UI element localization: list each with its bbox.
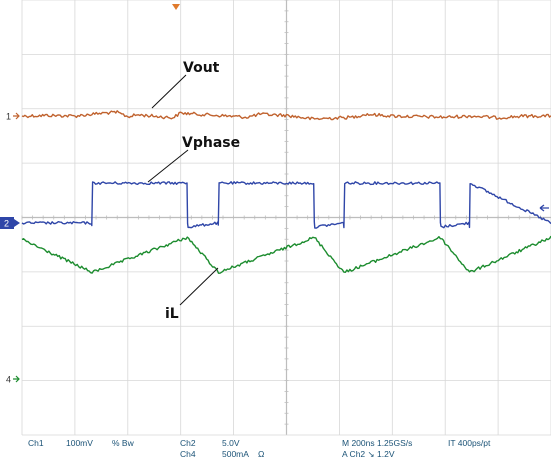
vout-leader-line [151, 74, 187, 109]
channel-marker-arrow [13, 375, 20, 383]
status-record: IT 400ps/pt [448, 438, 491, 448]
channel-marker-label: 2 [4, 219, 9, 229]
trigger-level-marker [539, 204, 549, 212]
il-label: iL [165, 306, 179, 322]
waveform-traces [21, 110, 551, 274]
status-timebase: M 200ns 1.25GS/s [342, 438, 412, 448]
graticule [21, 0, 551, 436]
channel-markers: 1 2 4 [0, 112, 20, 385]
status-ch1: Ch1 [28, 438, 44, 448]
vphase-label: Vphase [182, 135, 240, 151]
status-ch1-flags: % Bw [112, 438, 135, 448]
trace-vphase [21, 181, 551, 229]
status-ch2: Ch2 [180, 438, 196, 448]
channel-marker-label: 4 [6, 375, 11, 385]
vphase-leader-line [147, 149, 189, 183]
trigger-position-marker [172, 4, 180, 10]
channel-marker-label: 1 [6, 112, 11, 122]
trace-il [21, 235, 551, 274]
channel-marker-arrow [14, 219, 20, 227]
status-ch4-scale: 500mA [222, 449, 249, 459]
channel-marker-box [0, 217, 14, 229]
status-ch1-scale: 100mV [66, 438, 93, 448]
trace-vout [21, 110, 551, 121]
status-trigger: A Ch2 ↘ 1.2V [342, 449, 395, 459]
status-ch4-unit: Ω [258, 449, 264, 459]
status-bar: Ch1 100mV % Bw Ch2 5.0V Ch4 500mA Ω M 20… [28, 438, 491, 459]
status-ch4: Ch4 [180, 449, 196, 459]
channel-marker-arrow [13, 112, 20, 120]
status-ch2-scale: 5.0V [222, 438, 240, 448]
vout-label: Vout [183, 60, 220, 76]
il-leader-line [179, 267, 219, 306]
